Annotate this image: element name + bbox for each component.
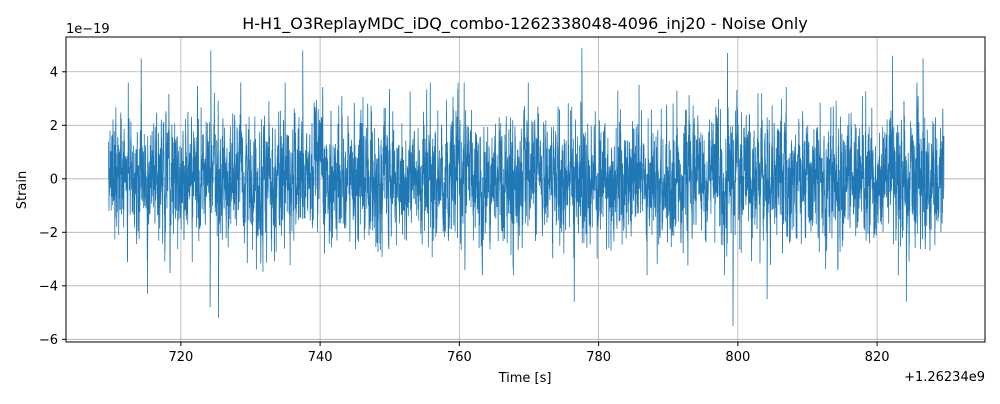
y-tick-label: −6 (39, 333, 58, 348)
x-axis-offset-label: +1.26234e9 (904, 370, 985, 385)
x-tick-label: 740 (308, 350, 333, 365)
x-tick-label: 720 (168, 350, 193, 365)
y-axis-scale-label: 1e−19 (66, 22, 110, 37)
x-tick-label: 800 (725, 350, 750, 365)
x-axis-label: Time [s] (498, 371, 552, 386)
y-tick-label: −2 (39, 226, 58, 241)
y-tick-label: −4 (39, 279, 58, 294)
y-tick-label: 0 (50, 172, 58, 187)
y-tick-label: 4 (50, 65, 58, 80)
axes-frame (65, 36, 986, 343)
x-tick-label: 820 (865, 350, 890, 365)
strain-series-line (108, 47, 945, 326)
x-tick-label: 760 (447, 350, 472, 365)
x-axis-ticks: 720 740 760 780 800 820 (168, 342, 890, 365)
x-tick-label: 780 (586, 350, 611, 365)
y-axis-label: Strain (15, 171, 30, 210)
y-tick-label: 2 (50, 119, 58, 134)
y-axis-ticks: −6 −4 −2 0 2 4 (39, 65, 66, 348)
chart-title: H-H1_O3ReplayMDC_iDQ_combo-1262338048-40… (242, 14, 808, 34)
